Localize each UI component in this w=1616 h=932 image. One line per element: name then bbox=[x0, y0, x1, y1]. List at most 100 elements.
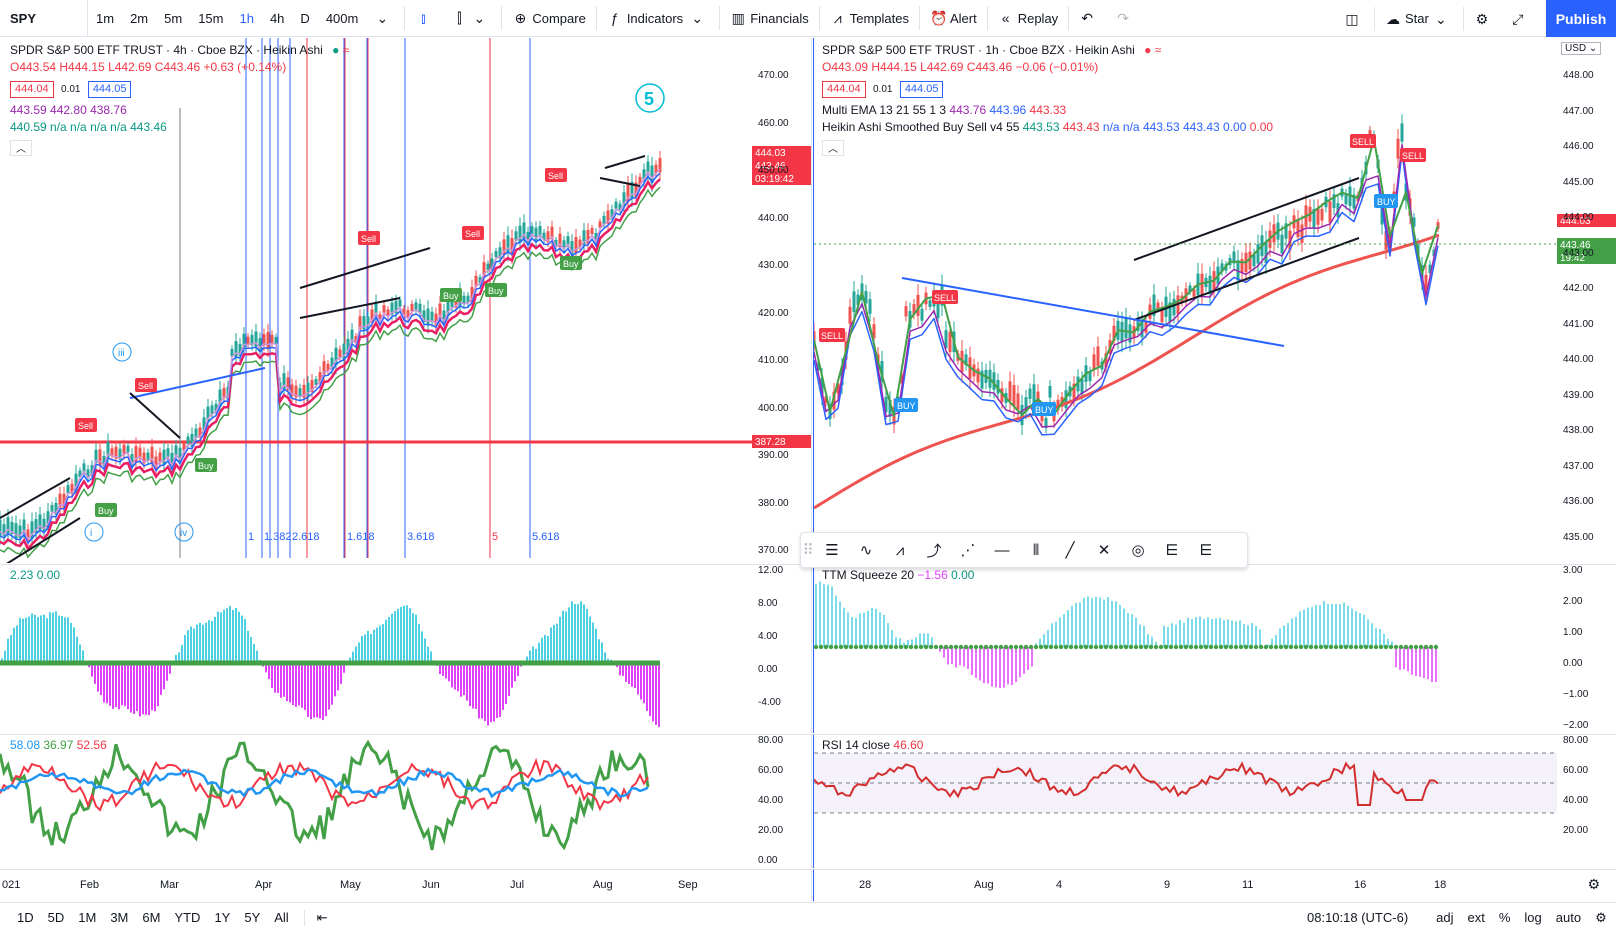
squeeze-dot bbox=[1403, 644, 1409, 650]
time-label: Feb bbox=[80, 879, 99, 891]
financials-button[interactable]: ▥ Financials bbox=[722, 0, 817, 37]
right-ask[interactable]: 444.05 bbox=[899, 81, 944, 98]
interval-1h[interactable]: 1h bbox=[239, 10, 254, 26]
range-5y[interactable]: 5Y bbox=[244, 910, 261, 925]
squeeze-dot bbox=[1023, 644, 1029, 650]
fib-icon: ⋰ bbox=[960, 542, 976, 559]
symbol-search[interactable]: SPY bbox=[0, 0, 88, 37]
squeeze-dot bbox=[1093, 644, 1099, 650]
range-all[interactable]: All bbox=[274, 910, 289, 925]
left-time-axis[interactable]: 021 Feb Mar Apr May Jun Jul Aug Sep bbox=[0, 869, 812, 901]
left-bid[interactable]: 444.04 bbox=[10, 81, 54, 98]
currency-select[interactable]: USD ⌄ bbox=[1561, 42, 1602, 55]
left-osc-pane[interactable]: 2.23 0.00 12.00 8.00 4.00 0.00 -4.00 bbox=[0, 564, 812, 733]
tool-path[interactable]: ⤴ bbox=[917, 533, 951, 567]
replay-button[interactable]: « Replay bbox=[990, 0, 1066, 37]
settings-button[interactable]: ⚙ bbox=[1466, 0, 1502, 37]
interval-1m[interactable]: 1m bbox=[96, 10, 115, 26]
fullscreen-button[interactable]: ⤢ bbox=[1502, 0, 1538, 37]
candle bbox=[238, 343, 242, 357]
chevron-up-icon: ︿ bbox=[828, 144, 838, 155]
chart-type-button[interactable]: ⫿ ⌄ bbox=[443, 0, 499, 37]
range-3m[interactable]: 3M bbox=[110, 910, 129, 925]
right-main-pane[interactable]: BUY BUY BUY SELL SELL SELL SELL 444.03 443.46 19:… bbox=[813, 38, 1616, 563]
interval-dropdown[interactable]: ⌄ bbox=[366, 0, 402, 37]
alert-button[interactable]: ⏰ Alert bbox=[922, 0, 985, 37]
scale-opt-4[interactable]: auto bbox=[1555, 909, 1582, 925]
right-price-axis[interactable]: USD ⌄ 448.00 447.00 446.00 445.00 444.00 443.… bbox=[1557, 38, 1616, 563]
undo-button[interactable]: ↶ bbox=[1071, 0, 1107, 37]
tool-vlines[interactable]: ⦀ bbox=[1019, 533, 1053, 567]
tool-lines[interactable]: ☰ bbox=[815, 533, 849, 567]
right-ttm-axis[interactable]: 3.00 2.00 1.00 0.00 −1.00 −2.00 bbox=[1557, 565, 1616, 733]
bar-type-button[interactable]: ⫾ bbox=[407, 0, 443, 37]
layout-button[interactable]: ◫ bbox=[1336, 0, 1372, 37]
right-rsi-pane[interactable]: RSI 14 close 46.60 80.00 60.00 40.00 20.00 bbox=[813, 734, 1616, 868]
left-rsi-chart[interactable] bbox=[0, 735, 812, 868]
candle bbox=[1220, 263, 1224, 272]
collapse-legend-button[interactable]: ︿ bbox=[10, 140, 32, 156]
right-rsi-chart[interactable] bbox=[814, 735, 1616, 868]
right-ttm-chart[interactable] bbox=[814, 565, 1616, 733]
drag-handle-icon[interactable]: ⠿ bbox=[802, 542, 814, 559]
scale-settings-button[interactable]: ⚙ bbox=[1588, 910, 1614, 926]
candle bbox=[282, 373, 286, 390]
scale-opt-1[interactable]: ext bbox=[1467, 909, 1485, 925]
trend-line bbox=[604, 155, 646, 169]
publish-button[interactable]: Publish bbox=[1546, 0, 1616, 37]
interval-d[interactable]: D bbox=[300, 10, 310, 26]
scale-opt-2[interactable]: % bbox=[1498, 909, 1511, 925]
tool-hline[interactable]: — bbox=[985, 533, 1019, 567]
right-bid[interactable]: 444.04 bbox=[822, 81, 866, 98]
tool-trendline[interactable]: ╱ bbox=[1053, 533, 1087, 567]
range-5d[interactable]: 5D bbox=[47, 910, 65, 925]
compare-button[interactable]: ⊕ Compare bbox=[504, 0, 593, 37]
range-1d[interactable]: 1D bbox=[17, 910, 34, 925]
tool-channel[interactable]: ⋿ bbox=[1155, 533, 1189, 567]
candle bbox=[234, 341, 238, 357]
right-time-axis[interactable]: ⚙ 28 Aug 4 9 11 16 18 bbox=[813, 869, 1616, 901]
tool-elliott-abc[interactable]: ⩘ bbox=[883, 533, 917, 567]
range-ytd[interactable]: YTD bbox=[174, 910, 201, 925]
collapse-legend-button[interactable]: ︿ bbox=[822, 140, 844, 156]
interval-4h[interactable]: 4h bbox=[269, 10, 285, 26]
tool-circle[interactable]: ◎ bbox=[1121, 533, 1155, 567]
scale-opt-0[interactable]: adj bbox=[1436, 909, 1454, 925]
left-ask[interactable]: 444.05 bbox=[87, 81, 132, 98]
interval-15m[interactable]: 15m bbox=[198, 10, 224, 26]
star-button[interactable]: ☁ Star ⌄ bbox=[1377, 0, 1461, 37]
tool-pattern[interactable]: ✕ bbox=[1087, 533, 1121, 567]
left-osc-axis[interactable]: 12.00 8.00 4.00 0.00 -4.00 bbox=[752, 565, 811, 733]
range-1m[interactable]: 1M bbox=[78, 910, 97, 925]
templates-button[interactable]: ⩘ Templates bbox=[822, 0, 917, 37]
chart-settings-button[interactable]: ⚙ bbox=[1587, 876, 1600, 893]
left-rsi-axis[interactable]: 80.00 60.00 40.00 20.00 0.00 bbox=[752, 735, 811, 868]
wave-icon: ≈ bbox=[342, 43, 350, 57]
pattern-icon: ✕ bbox=[1097, 542, 1111, 559]
interval-5m[interactable]: 5m bbox=[164, 10, 183, 26]
tool-fib[interactable]: ⋰ bbox=[951, 533, 985, 567]
interval-400m[interactable]: 400m bbox=[325, 10, 359, 26]
indicators-button[interactable]: ƒ Indicators ⌄ bbox=[599, 0, 717, 37]
goto-date-button[interactable]: ⇤ bbox=[303, 909, 335, 926]
scale-opt-3[interactable]: log bbox=[1524, 909, 1542, 925]
candle bbox=[218, 389, 222, 408]
tool-more[interactable]: ⋿ bbox=[1189, 533, 1223, 567]
left-main-pane[interactable]: Buy Buy Buy Buy Buy Sell Sell Sell Sell Sell iii i i… bbox=[0, 38, 812, 563]
redo-button[interactable]: ↷ bbox=[1107, 0, 1143, 37]
left-rsi-pane[interactable]: 58.08 36.97 52.56 80.00 60.00 40.00 20.00 0.… bbox=[0, 734, 812, 868]
right-ttm-pane[interactable]: TTM Squeeze 20 −1.56 0.00 3.00 2.00 1.00 0.… bbox=[813, 564, 1616, 733]
range-1y[interactable]: 1Y bbox=[214, 910, 231, 925]
squeeze-dot bbox=[1248, 644, 1254, 650]
clock[interactable]: 08:10:18 (UTC-6) bbox=[1307, 909, 1409, 925]
candle bbox=[86, 469, 90, 479]
left-price-axis[interactable]: 470.00 460.00 450.00 440.00 430.00 420.00 410.… bbox=[752, 38, 811, 563]
squeeze-dot bbox=[1183, 644, 1189, 650]
left-oscillator-chart[interactable] bbox=[0, 565, 812, 733]
tool-elliott-123[interactable]: ∿ bbox=[849, 533, 883, 567]
right-price-chart[interactable]: BUY BUY BUY SELL SELL SELL SELL 444.03 443.46 19:… bbox=[814, 38, 1616, 563]
range-6m[interactable]: 6M bbox=[142, 910, 161, 925]
right-rsi-axis[interactable]: 80.00 60.00 40.00 20.00 bbox=[1557, 735, 1616, 868]
interval-2m[interactable]: 2m bbox=[130, 10, 149, 26]
